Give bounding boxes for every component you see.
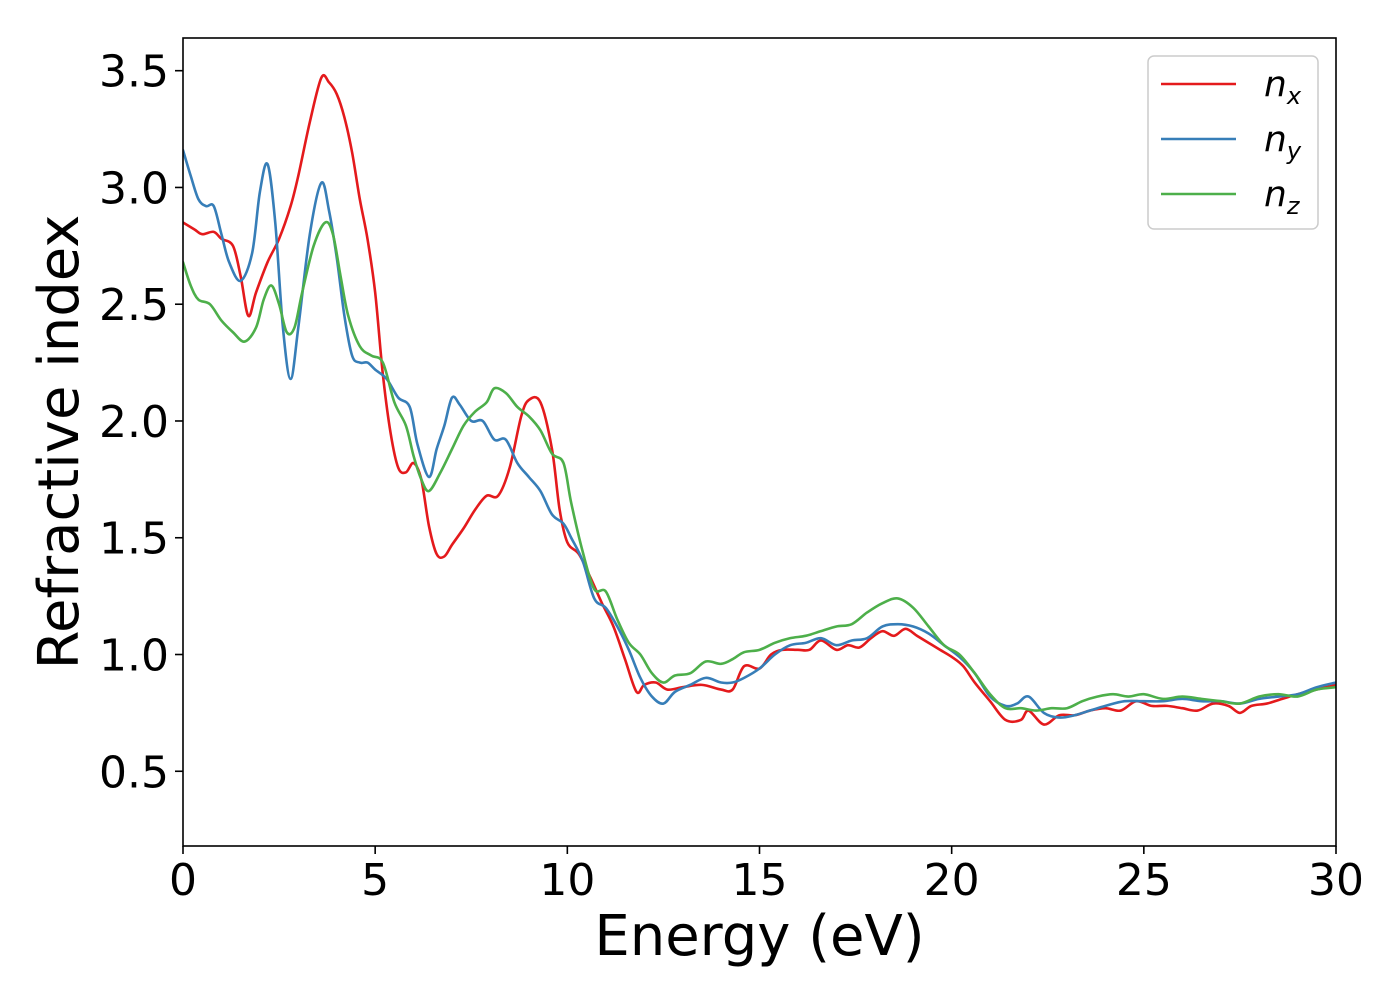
x-axis-label: Energy (eV)	[594, 904, 924, 969]
y-tick-label: 1.0	[99, 631, 169, 682]
y-tick-label: 3.5	[99, 47, 169, 98]
y-tick-label: 1.5	[99, 514, 169, 565]
legend: nx ny nz	[1147, 55, 1319, 230]
plot-area	[183, 38, 1336, 846]
legend-label-ny: ny	[1264, 119, 1302, 165]
series-line-nz	[183, 220, 1336, 712]
x-tick-label: 10	[539, 855, 595, 906]
y-tick-label: 2.5	[99, 280, 169, 331]
x-tick-label: 20	[924, 855, 980, 906]
y-tick-label: 3.0	[99, 163, 169, 214]
x-tick-label: 0	[169, 855, 197, 906]
series-line-ny	[183, 148, 1336, 719]
x-tick-label: 15	[732, 855, 788, 906]
x-axis-ticks: 0 5 10 15 20 25 30	[169, 846, 1364, 906]
y-axis-ticks: 0.5 1.0 1.5 2.0 2.5 3.0 3.5	[99, 47, 183, 798]
x-tick-label: 5	[361, 855, 389, 906]
y-tick-label: 2.0	[99, 397, 169, 448]
legend-label-nz: nz	[1264, 174, 1301, 220]
y-axis-label: Refractive index	[27, 215, 92, 670]
legend-box	[1147, 55, 1319, 230]
x-tick-label: 30	[1308, 855, 1364, 906]
series-layer	[183, 73, 1336, 726]
legend-label-nx: nx	[1264, 64, 1302, 110]
x-tick-label: 25	[1116, 855, 1172, 906]
y-tick-label: 0.5	[99, 747, 169, 798]
